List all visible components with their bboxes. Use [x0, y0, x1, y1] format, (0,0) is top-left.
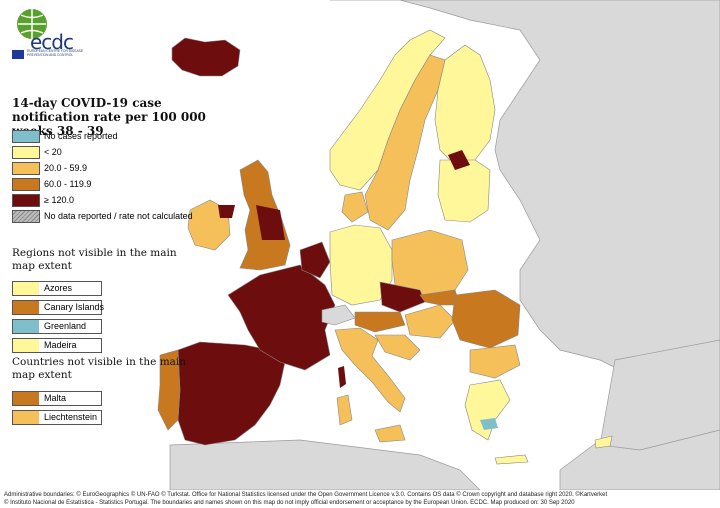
footer-line-2: © Instituto Nacional de Estatística - St…	[4, 500, 575, 506]
swatch	[13, 411, 39, 424]
footer: Administrative boundaries: © EuroGeograp…	[4, 491, 716, 507]
czechia	[379, 281, 426, 313]
portugal	[157, 349, 181, 431]
swatch	[13, 392, 39, 405]
sicily	[374, 424, 406, 443]
slovakia	[419, 289, 461, 306]
item-label: Liechtenstein	[44, 412, 98, 422]
poland	[391, 229, 469, 296]
item-label: Azores	[44, 283, 73, 293]
region-item: Azores	[12, 281, 102, 296]
legend-item: < 20	[12, 146, 62, 159]
corsica	[338, 366, 346, 388]
finland	[434, 44, 496, 166]
region-item: Madeira	[12, 338, 102, 353]
ecdc-logo: ecdc EUROPEAN CENTRE FOR DISEASE PREVENT…	[12, 6, 84, 64]
legend-item: 60.0 - 119.9	[12, 178, 91, 191]
greek-teal-region	[480, 418, 498, 430]
austria	[354, 311, 406, 333]
spain	[177, 341, 286, 446]
bulgaria	[469, 344, 521, 379]
item-label: Greenland	[44, 321, 87, 331]
greece	[464, 379, 511, 441]
legend-label: ≥ 120.0	[44, 194, 74, 205]
hungary	[404, 304, 456, 339]
legend-swatch	[12, 162, 40, 175]
europe-map	[157, 0, 720, 490]
legend-label: 60.0 - 119.9	[44, 178, 92, 189]
legend-item: No data reported / rate not calculated	[12, 210, 193, 223]
sardinia	[336, 394, 353, 426]
item-label: Madeira	[44, 340, 77, 350]
baltics	[437, 159, 491, 223]
estonia-region	[448, 150, 470, 170]
iceland	[171, 37, 241, 77]
france	[227, 264, 336, 371]
countries-heading: Countries not visible in the main map ex…	[12, 356, 187, 381]
non-eu-land	[169, 0, 720, 490]
region-item: Greenland	[12, 319, 102, 334]
globe-icon	[17, 9, 47, 39]
legend-label: No data reported / rate not calculated	[44, 210, 193, 221]
switzerland	[321, 304, 356, 326]
legend-swatch	[12, 194, 40, 207]
legend-label: 20.0 - 59.9	[44, 162, 88, 173]
eu-flag-icon	[12, 50, 24, 59]
legend-item: No cases reported	[12, 130, 118, 143]
crete	[494, 454, 529, 465]
sweden	[364, 54, 446, 231]
countrie-item: Liechtenstein	[12, 410, 102, 425]
legend-label: No cases reported	[44, 130, 118, 141]
logo-subtext: EUROPEAN CENTRE FOR DISEASE PREVENTION A…	[27, 49, 84, 57]
countrie-item: Malta	[12, 391, 102, 406]
legend-item: 20.0 - 59.9	[12, 162, 87, 175]
footer-line-1: Administrative boundaries: © EuroGeograp…	[4, 492, 608, 498]
map-title: 14-day COVID-19 case notification rate p…	[12, 96, 206, 138]
legend-item: ≥ 120.0	[12, 194, 74, 207]
denmark	[341, 191, 369, 223]
region-item: Canary Islands	[12, 300, 105, 315]
italy	[334, 327, 406, 413]
item-label: Canary Islands	[44, 302, 105, 312]
legend-swatch	[12, 130, 40, 143]
northern-ireland	[218, 205, 235, 218]
benelux	[299, 241, 331, 279]
swatch	[13, 339, 39, 352]
croatia-slovenia	[374, 334, 421, 361]
swatch	[13, 320, 39, 333]
romania	[451, 289, 521, 349]
cyprus	[594, 435, 613, 449]
swatch	[13, 282, 39, 295]
regions-heading: Regions not visible in the main map exte…	[12, 247, 177, 272]
legend-swatch	[12, 146, 40, 159]
legend-swatch	[12, 210, 40, 223]
legend-label: < 20	[44, 146, 62, 157]
logo-text: ecdc	[30, 30, 74, 54]
item-label: Malta	[44, 393, 67, 403]
northern-england	[256, 205, 285, 240]
swatch	[13, 301, 39, 314]
legend-swatch	[12, 178, 40, 191]
